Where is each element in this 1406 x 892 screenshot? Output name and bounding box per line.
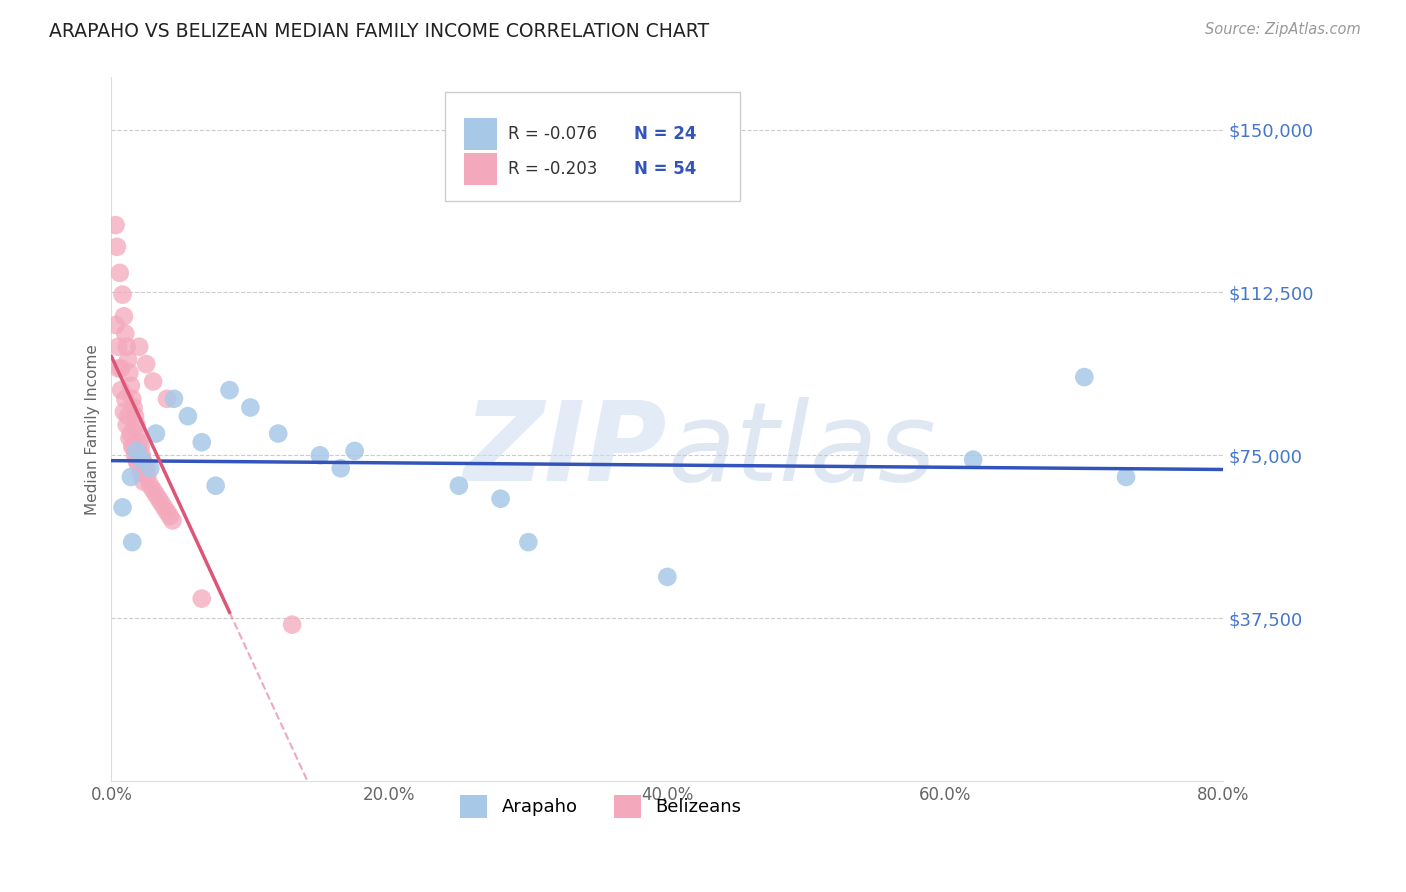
Point [343,444,366,458]
Point [121,535,143,549]
Point [124,409,146,424]
Point [120,426,142,441]
Point [142,375,165,389]
Point [159,509,181,524]
Point [162,513,184,527]
Point [125,452,148,467]
Text: ARAPAHO VS BELIZEAN MEDIAN FAMILY INCOME CORRELATION CHART: ARAPAHO VS BELIZEAN MEDIAN FAMILY INCOME… [49,22,710,41]
Point [329,461,352,475]
Point [281,617,304,632]
Point [114,326,136,341]
Text: ZIP: ZIP [464,397,668,504]
Point [153,500,176,515]
Point [111,500,134,515]
Point [489,491,512,506]
Point [104,318,127,332]
Point [657,570,679,584]
Text: N = 24: N = 24 [634,125,696,143]
Point [145,426,167,441]
Point [131,452,153,467]
Point [124,448,146,462]
Point [104,218,127,232]
Point [120,378,142,392]
Point [110,361,132,376]
Point [239,401,262,415]
Point [190,435,212,450]
Point [118,366,141,380]
Point [150,496,173,510]
Point [115,340,138,354]
Text: N = 54: N = 54 [634,160,696,178]
Point [204,478,226,492]
Point [117,352,139,367]
FancyBboxPatch shape [444,92,740,201]
Point [112,310,135,324]
Point [121,440,143,454]
Point [125,444,148,458]
Point [115,417,138,432]
Point [517,535,540,549]
Point [108,266,131,280]
Point [127,426,149,441]
Bar [464,118,498,150]
Point [139,461,162,475]
Point [177,409,200,424]
Point [107,340,129,354]
Point [129,466,152,480]
Point [190,591,212,606]
Point [110,383,132,397]
Point [267,426,290,441]
Point [1115,470,1137,484]
Point [447,478,470,492]
Point [135,357,157,371]
Point [131,448,153,462]
Bar [464,153,498,185]
Text: R = -0.203: R = -0.203 [509,160,598,178]
Y-axis label: Median Family Income: Median Family Income [86,343,100,515]
Point [163,392,186,406]
Point [128,340,150,354]
Point [128,435,150,450]
Point [148,491,170,506]
Point [105,240,128,254]
Point [127,457,149,471]
Point [122,440,145,454]
Point [134,457,156,471]
Point [962,452,984,467]
Point [112,405,135,419]
Point [218,383,240,397]
Point [145,487,167,501]
Point [156,392,179,406]
Point [120,470,142,484]
Point [142,483,165,497]
Point [129,440,152,454]
Point [135,461,157,475]
Point [1073,370,1095,384]
Legend: Arapaho, Belizeans: Arapaho, Belizeans [453,789,748,825]
Point [122,401,145,415]
Point [309,448,332,462]
Point [139,478,162,492]
Text: Source: ZipAtlas.com: Source: ZipAtlas.com [1205,22,1361,37]
Point [125,417,148,432]
Point [156,505,179,519]
Text: atlas: atlas [668,397,936,504]
Point [136,470,159,484]
Text: R = -0.076: R = -0.076 [509,125,598,143]
Point [121,392,143,406]
Point [111,287,134,301]
Point [118,431,141,445]
Point [117,409,139,424]
Point [132,475,155,489]
Point [114,392,136,406]
Point [107,361,129,376]
